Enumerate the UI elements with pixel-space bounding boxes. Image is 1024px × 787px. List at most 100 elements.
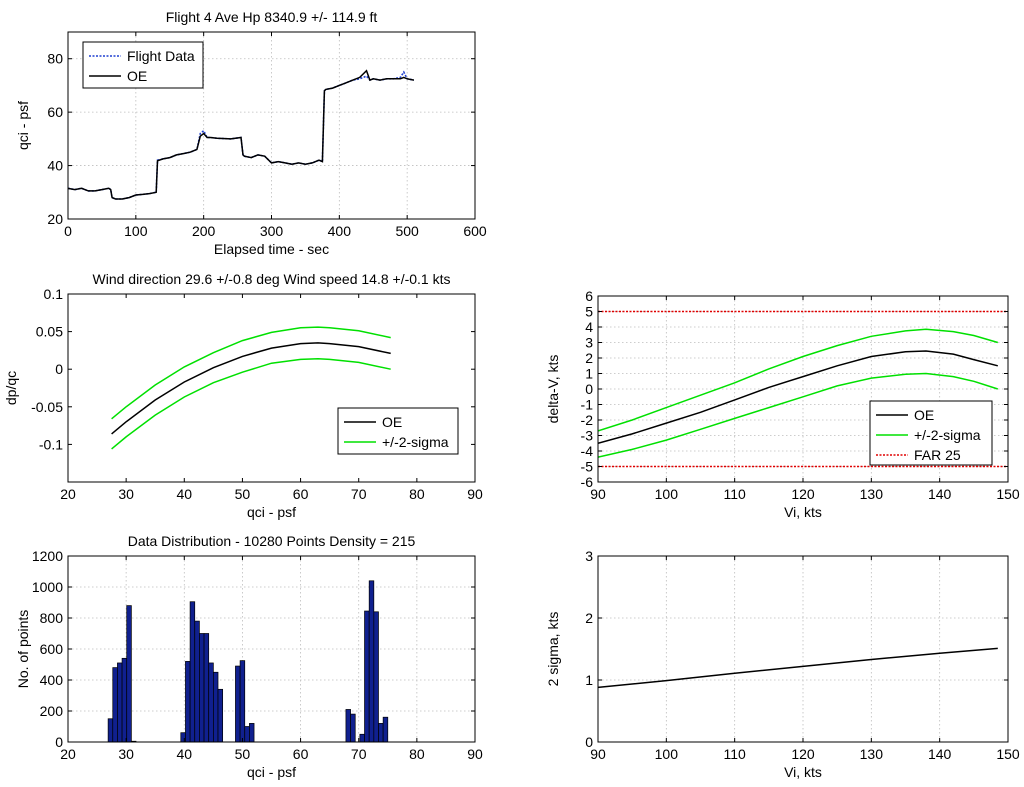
chart-p2: 20 30 40 50 60 70 80 90 -0.1 -0.05 0 0.05 0.1 qci - p… [3,271,483,520]
series-line-unnamed-2 [111,357,391,450]
series-line-unnamed-0 [598,647,998,689]
chart-p5: 90 100 110 120 130 140 150 0 1 2 3 Vi, kts 2 sigma, … [545,548,1020,780]
legend-label: +/-2-sigma [914,427,981,443]
histogram-bar [235,665,241,743]
x-tick-label: 120 [791,486,815,502]
y-tick-label: -4 [581,443,594,459]
y-tick-label: 20 [47,211,63,227]
y-tick-label: 0 [55,734,63,750]
histogram-bar [199,633,205,743]
x-tick-label: 150 [996,746,1020,762]
x-tick-label: 200 [192,223,216,239]
x-tick-label: 80 [409,486,425,502]
histogram-bar [382,716,389,743]
x-tick-label: 300 [260,223,284,239]
x-tick-label: 140 [928,746,952,762]
x-tick-label: 90 [467,746,483,762]
x-tick-label: 90 [590,746,606,762]
x-tick-label: 100 [655,746,679,762]
legend-label: FAR 25 [914,447,961,463]
y-tick-label: 6 [585,288,593,304]
y-tick-label: -0.05 [31,399,63,415]
histogram-bar [112,667,118,743]
x-tick-label: 30 [118,486,134,502]
x-tick-label: 120 [791,746,815,762]
y-tick-label: 1 [585,366,593,382]
series-line-flight-data [68,70,415,200]
histogram-bar [203,633,210,743]
histogram-bar [208,662,214,743]
y-axis-label: delta-V, kts [545,355,561,424]
y-tick-label: 80 [47,51,63,67]
legend-label: OE [914,407,934,423]
histogram-bar [249,723,255,743]
y-tick-label: -3 [581,428,594,444]
chart-title: Data Distribution - 10280 Points Density… [128,533,416,549]
y-tick-label: 3 [585,548,593,564]
x-tick-label: 140 [928,486,952,502]
y-tick-label: 200 [40,703,64,719]
x-axis-label: Vi, kts [784,504,822,520]
y-tick-label: 600 [40,641,64,657]
chart-p1: 0 100 200 300 400 500 600 20 40 60 80 Elapsed time … [15,9,487,257]
y-tick-label: -2 [581,412,594,428]
x-tick-label: 0 [64,223,72,239]
legend-box [337,407,459,455]
y-tick-label: 1200 [32,548,63,564]
legend-label: +/-2-sigma [382,434,449,450]
histogram-bar [373,611,379,743]
y-axis-label: 2 sigma, kts [545,612,561,687]
series-line-oe [598,350,998,445]
chart-title: Flight 4 Ave Hp 8340.9 +/- 114.9 ft [166,9,378,25]
x-tick-label: 20 [60,746,76,762]
y-tick-label: -1 [581,397,594,413]
y-tick-label: 0.05 [36,324,63,340]
legend-label: OE [382,414,402,430]
y-tick-label: 0.1 [44,286,64,302]
x-tick-label: 40 [176,486,192,502]
histogram-bar [378,723,384,743]
legend-label: Flight Data [127,48,195,64]
y-tick-label: 0 [585,381,593,397]
y-tick-label: 0 [585,734,593,750]
legend: Flight Data OE [82,41,204,89]
legend-box [82,41,204,89]
histogram-bar [126,605,132,743]
histogram-bar [239,660,246,743]
chart-title: Wind direction 29.6 +/-0.8 deg Wind spee… [93,271,451,287]
histogram-bar [345,709,351,743]
x-tick-label: 100 [124,223,148,239]
y-tick-label: 5 [585,304,593,320]
x-tick-label: 90 [467,486,483,502]
legend: OE +/-2-sigma FAR 25 [869,400,993,466]
y-tick-label: 60 [47,104,63,120]
x-tick-label: 100 [655,486,679,502]
x-tick-label: 20 [60,486,76,502]
legend: OE +/-2-sigma [337,407,459,455]
y-tick-label: 4 [585,319,593,335]
x-tick-label: 30 [118,746,134,762]
x-tick-label: 70 [351,746,367,762]
histogram-bar [189,601,196,743]
y-tick-label: 1 [585,672,593,688]
x-tick-label: 130 [860,486,884,502]
x-tick-label: 110 [724,486,747,502]
series-line-oe [68,69,415,200]
axes-frame [67,293,476,483]
x-tick-label: 90 [590,486,606,502]
x-axis-label: qci - psf [247,504,296,520]
y-tick-label: 2 [585,350,593,366]
x-tick-label: 70 [351,486,367,502]
y-tick-label: 1000 [32,579,63,595]
y-tick-label: 3 [585,335,593,351]
y-tick-label: 800 [40,610,64,626]
histogram-bar [185,661,191,743]
series-line-oe [111,342,391,435]
x-tick-label: 600 [463,223,487,239]
histogram-bar [194,620,200,743]
histogram-bar [121,657,128,743]
histogram-bar [117,662,123,743]
chart-p3: 20 30 40 50 60 70 80 90 0 200 400 600 800 1000 1200 qci… [15,533,483,780]
histogram-bar [364,610,370,743]
